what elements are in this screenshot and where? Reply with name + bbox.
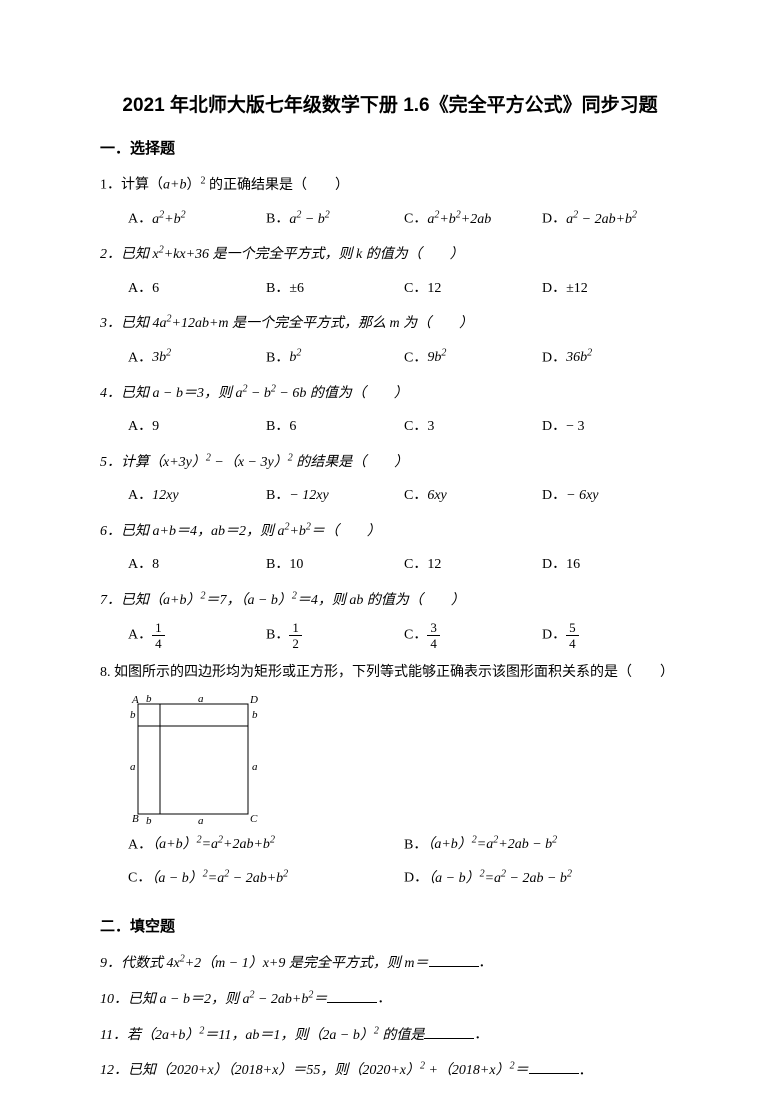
question-7: 7．已知（a+b）2＝7，（a − b）2＝4，则 ab 的值为（ ） A．14… (100, 588, 680, 651)
q6-stem: 6．已知 a+b＝4，ab＝2，则 a2+b2＝（ ） (100, 518, 680, 544)
q2-opt-d: D．±12 (542, 276, 680, 301)
svg-text:a: a (198, 694, 204, 705)
q5-opt-c: C．6xy (404, 483, 542, 508)
question-1: 1．计算（a+b）2 的正确结果是（ ） A．a2+b2 B．a2 − b2 C… (100, 172, 680, 232)
q4-opt-d: D．− 3 (542, 414, 680, 439)
section-2-heading: 二．填空题 (100, 915, 680, 936)
q4-opt-a: A．9 (128, 414, 266, 439)
q4-opt-b: B．6 (266, 414, 404, 439)
q8-opt-d: D．（a − b）2=a2 − 2ab − b2 (404, 865, 680, 891)
q6-opt-d: D．16 (542, 552, 680, 577)
q3-opt-a: A．3b2 (128, 345, 266, 371)
q7-opt-d: D．54 (542, 621, 680, 650)
q8-opt-b: B．（a+b）2=a2+2ab − b2 (404, 832, 680, 858)
q3-opt-d: D．36b2 (542, 345, 680, 371)
question-8: 8. 如图所示的四边形均为矩形或正方形，下列等式能够正确表示该图形面积关系的是（… (100, 660, 680, 899)
q1-options: A．a2+b2 B．a2 − b2 C．a2+b2+2ab D．a2 − 2ab… (100, 206, 680, 232)
q2-options: A．6 B．±6 C．12 D．±12 (100, 276, 680, 301)
q1-stem-suffix: ）2 的正确结果是（ ） (186, 178, 349, 193)
q6-opt-a: A．8 (128, 552, 266, 577)
blank-10 (327, 989, 377, 1003)
q2-stem: 2．已知 x2+kx+36 是一个完全平方式，则 k 的值为（ ） (100, 242, 680, 268)
q6-opt-b: B．10 (266, 552, 404, 577)
q5-stem: 5．计算（x+3y）2 −（x − 3y）2 的结果是（ ） (100, 449, 680, 475)
blank-11 (424, 1025, 474, 1039)
svg-text:b: b (146, 694, 152, 705)
svg-text:a: a (252, 761, 258, 773)
q2-opt-b: B．±6 (266, 276, 404, 301)
q3-opt-c: C．9b2 (404, 345, 542, 371)
q4-opt-c: C．3 (404, 414, 542, 439)
question-10: 10．已知 a − b＝2，则 a2 − 2ab+b2＝． (100, 986, 680, 1012)
q2-opt-c: C．12 (404, 276, 542, 301)
blank-9 (429, 953, 479, 967)
q2-opt-a: A．6 (128, 276, 266, 301)
q8-opt-a: A．（a+b）2=a2+2ab+b2 (128, 832, 404, 858)
q5-opt-b: B．− 12xy (266, 483, 404, 508)
svg-text:B: B (132, 813, 139, 824)
q5-opt-d: D．− 6xy (542, 483, 680, 508)
svg-text:D: D (249, 694, 258, 706)
q1-opt-a: A．a2+b2 (128, 206, 266, 232)
q7-options: A．14 B．12 C．34 D．54 (100, 621, 680, 650)
question-5: 5．计算（x+3y）2 −（x − 3y）2 的结果是（ ） A．12xy B．… (100, 449, 680, 508)
q1-opt-c: C．a2+b2+2ab (404, 206, 542, 232)
question-2: 2．已知 x2+kx+36 是一个完全平方式，则 k 的值为（ ） A．6 B．… (100, 242, 680, 301)
svg-text:b: b (146, 815, 152, 824)
question-12: 12．已知（2020+x）（2018+x）＝55，则（2020+x）2 +（20… (100, 1058, 680, 1084)
page-title: 2021 年北师大版七年级数学下册 1.6《完全平方公式》同步习题 (100, 90, 680, 117)
q3-opt-b: B．b2 (266, 345, 404, 371)
q4-options: A．9 B．6 C．3 D．− 3 (100, 414, 680, 439)
q3-stem: 3．已知 4a2+12ab+m 是一个完全平方式，那么 m 为（ ） (100, 311, 680, 337)
svg-text:C: C (250, 813, 258, 824)
question-11: 11．若（2a+b）2＝11，ab＝1，则（2a − b）2 的值是． (100, 1022, 680, 1048)
question-6: 6．已知 a+b＝4，ab＝2，则 a2+b2＝（ ） A．8 B．10 C．1… (100, 518, 680, 577)
q8-diagram: A D B C b a b a b a b a (128, 694, 680, 824)
q3-options: A．3b2 B．b2 C．9b2 D．36b2 (100, 345, 680, 371)
q8-options: A．（a+b）2=a2+2ab+b2 B．（a+b）2=a2+2ab − b2 … (100, 832, 680, 900)
svg-text:b: b (130, 709, 136, 721)
q4-stem: 4．已知 a − b＝3，则 a2 − b2 − 6b 的值为（ ） (100, 380, 680, 406)
q8-stem: 8. 如图所示的四边形均为矩形或正方形，下列等式能够正确表示该图形面积关系的是（… (100, 660, 680, 685)
blank-12 (529, 1060, 579, 1074)
q1-stem-prefix: 1．计算（ (100, 178, 163, 193)
question-4: 4．已知 a − b＝3，则 a2 − b2 − 6b 的值为（ ） A．9 B… (100, 380, 680, 439)
q5-opt-a: A．12xy (128, 483, 266, 508)
q1-opt-b: B．a2 − b2 (266, 206, 404, 232)
q1-stem: 1．计算（a+b）2 的正确结果是（ ） (100, 172, 680, 198)
svg-text:a: a (198, 815, 204, 824)
question-9: 9．代数式 4x2+2（m − 1）x+9 是完全平方式，则 m＝． (100, 950, 680, 976)
q1-opt-d: D．a2 − 2ab+b2 (542, 206, 680, 232)
q7-stem: 7．已知（a+b）2＝7，（a − b）2＝4，则 ab 的值为（ ） (100, 588, 680, 614)
q6-options: A．8 B．10 C．12 D．16 (100, 552, 680, 577)
q7-opt-a: A．14 (128, 621, 266, 650)
section-1-heading: 一．选择题 (100, 137, 680, 158)
svg-text:a: a (130, 761, 136, 773)
question-3: 3．已知 4a2+12ab+m 是一个完全平方式，那么 m 为（ ） A．3b2… (100, 311, 680, 371)
q7-opt-b: B．12 (266, 621, 404, 650)
q1-stem-expr: a+b (163, 178, 186, 193)
q5-options: A．12xy B．− 12xy C．6xy D．− 6xy (100, 483, 680, 508)
q8-opt-c: C．（a − b）2=a2 − 2ab+b2 (128, 865, 404, 891)
q6-opt-c: C．12 (404, 552, 542, 577)
q7-opt-c: C．34 (404, 621, 542, 650)
svg-text:A: A (131, 694, 139, 706)
svg-text:b: b (252, 709, 258, 721)
